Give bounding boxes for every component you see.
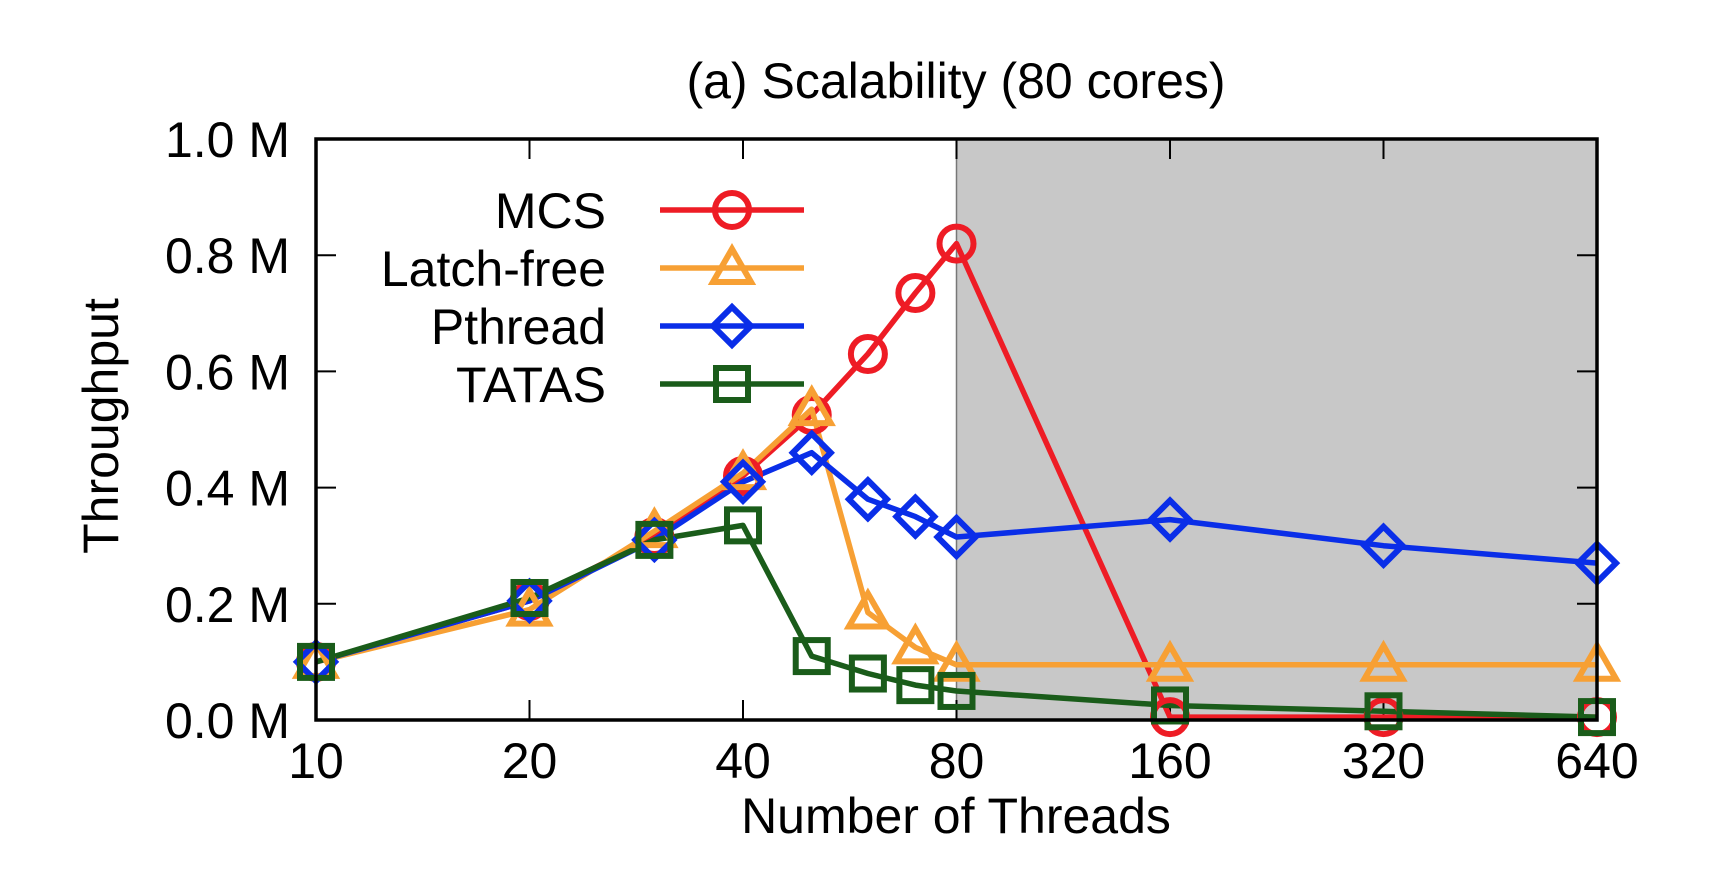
triangle-marker <box>787 384 836 427</box>
plot-frame <box>314 137 1599 722</box>
triangle-marker <box>891 622 940 665</box>
x-axis-label: Number of Threads <box>741 788 1171 844</box>
x-tick-label: 160 <box>1128 733 1211 789</box>
diamond-marker <box>719 458 767 506</box>
triangle-marker <box>1145 639 1195 682</box>
square-marker <box>937 671 976 710</box>
x-tick-label: 320 <box>1342 733 1425 789</box>
square-marker <box>635 520 674 559</box>
circle-marker <box>712 190 752 230</box>
triangle-marker <box>707 242 757 285</box>
diamond-marker <box>1360 522 1407 569</box>
x-tick-label: 20 <box>502 733 558 789</box>
circle-marker <box>847 333 888 374</box>
square-marker <box>510 578 549 617</box>
diamond-marker <box>892 493 939 540</box>
legend-label: MCS <box>495 183 606 239</box>
legend-label: Latch-free <box>381 241 606 297</box>
shaded-region <box>956 139 1597 720</box>
tick-labels: 10 20 40 80 160 320 640 0.0 M 0.2 M 0.4 M 0.6 M 0.8… <box>165 112 1639 789</box>
circle-marker <box>936 223 977 264</box>
square-marker <box>724 506 762 545</box>
x-tick-label: 80 <box>929 733 985 789</box>
series-markers-tatas <box>297 506 1616 737</box>
legend-label: TATAS <box>456 357 606 413</box>
square-marker <box>792 637 831 676</box>
chart-title: (a) Scalability (80 cores) <box>686 53 1225 109</box>
diamond-marker <box>933 513 980 561</box>
y-tick-label: 0.6 M <box>165 344 290 400</box>
square-marker <box>713 365 751 403</box>
y-tick-label: 0.4 M <box>165 461 290 517</box>
series-line-tatas <box>315 522 1598 720</box>
y-axis-label: Throughput <box>73 298 129 554</box>
diamond-marker <box>708 302 756 350</box>
diamond-marker <box>788 429 835 476</box>
legend-label: Pthread <box>431 299 606 355</box>
square-marker <box>848 654 887 693</box>
circle-marker <box>895 272 936 313</box>
y-tick-label: 1.0 M <box>165 112 290 168</box>
diamond-marker <box>1146 496 1194 543</box>
diamond-marker <box>506 577 553 625</box>
triangle-marker <box>932 639 981 682</box>
y-tick-label: 0.0 M <box>165 693 290 749</box>
diamond-marker <box>844 475 892 523</box>
x-tick-label: 10 <box>288 733 344 789</box>
triangle-marker <box>843 587 893 630</box>
triangle-marker <box>1359 639 1408 682</box>
x-tick-label: 640 <box>1555 733 1638 789</box>
square-marker <box>1364 692 1403 731</box>
y-tick-label: 0.2 M <box>165 577 290 633</box>
square-marker <box>896 666 935 705</box>
x-tick-label: 40 <box>715 733 771 789</box>
y-tick-label: 0.8 M <box>165 228 290 284</box>
series-lines <box>315 240 1598 720</box>
